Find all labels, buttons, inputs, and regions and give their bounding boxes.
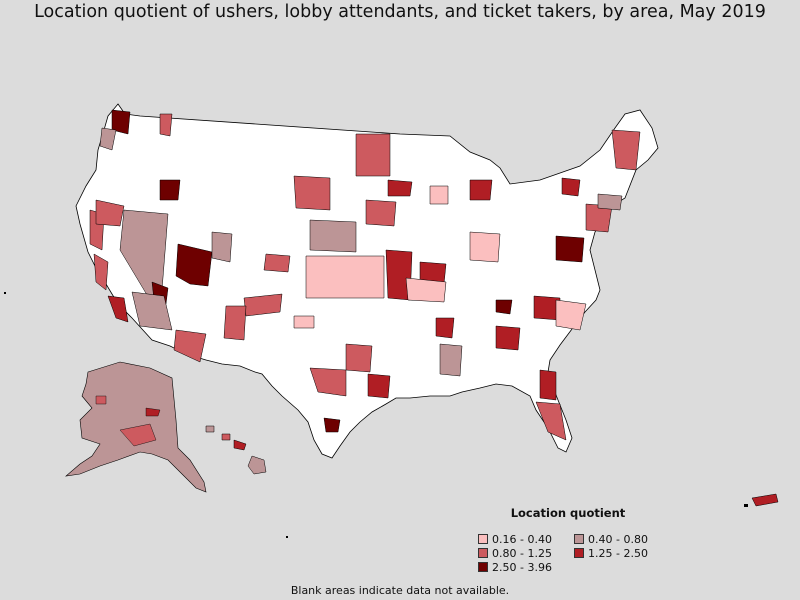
legend-item: 2.50 - 3.96 bbox=[478, 560, 552, 574]
area-region bbox=[495, 325, 521, 351]
legend-swatch bbox=[478, 548, 488, 558]
area-region bbox=[597, 193, 623, 211]
legend-label: 1.25 - 2.50 bbox=[588, 546, 648, 560]
area-region bbox=[131, 291, 173, 331]
legend-label: 2.50 - 3.96 bbox=[492, 560, 552, 574]
legend: Location quotient 0.16 - 0.40 0.40 - 0.8… bbox=[468, 506, 668, 576]
area-region bbox=[323, 417, 341, 433]
area-region bbox=[429, 185, 449, 205]
area-region bbox=[173, 329, 207, 363]
hawaii bbox=[205, 425, 267, 475]
legend-swatch bbox=[574, 548, 584, 558]
area-region bbox=[293, 315, 315, 329]
alaska-region bbox=[95, 395, 107, 405]
legend-item: 1.25 - 2.50 bbox=[574, 546, 648, 560]
area-region bbox=[405, 277, 447, 303]
area-region bbox=[561, 177, 581, 197]
area-region bbox=[175, 243, 213, 287]
area-region bbox=[107, 295, 129, 323]
area-region bbox=[293, 175, 331, 211]
area-region bbox=[223, 305, 247, 341]
legend-swatch bbox=[574, 534, 584, 544]
legend-item: 0.16 - 0.40 bbox=[478, 532, 552, 546]
legend-swatch bbox=[478, 562, 488, 572]
area-region bbox=[611, 129, 641, 171]
hawaii-island bbox=[247, 455, 267, 475]
hawaii-island bbox=[221, 433, 231, 441]
legend-label: 0.80 - 1.25 bbox=[492, 546, 552, 560]
puerto-rico bbox=[751, 493, 779, 507]
area-region bbox=[99, 127, 117, 151]
area-region bbox=[439, 343, 463, 377]
legend-label: 0.40 - 0.80 bbox=[588, 532, 648, 546]
area-region bbox=[355, 133, 391, 177]
legend-item: 0.40 - 0.80 bbox=[574, 532, 648, 546]
legend-item: 0.80 - 1.25 bbox=[478, 546, 552, 560]
area-region bbox=[435, 317, 455, 339]
footnote: Blank areas indicate data not available. bbox=[290, 584, 510, 597]
area-region bbox=[539, 369, 557, 401]
area-region bbox=[345, 343, 373, 373]
area-region bbox=[535, 401, 567, 441]
area-region bbox=[387, 179, 413, 197]
area-region bbox=[159, 113, 173, 137]
area-region bbox=[93, 253, 109, 291]
offshore-island bbox=[286, 536, 288, 538]
area-region bbox=[309, 367, 347, 397]
area-region bbox=[367, 373, 391, 399]
area-region bbox=[555, 235, 585, 263]
hawaii-island bbox=[205, 425, 215, 433]
legend-title: Location quotient bbox=[510, 506, 626, 520]
area-region bbox=[111, 109, 131, 135]
hawaii-island bbox=[233, 439, 247, 451]
area-region bbox=[211, 231, 233, 263]
area-region bbox=[495, 299, 513, 315]
map-title: Location quotient of ushers, lobby atten… bbox=[34, 2, 766, 22]
alaska-region bbox=[119, 423, 157, 447]
legend-swatch bbox=[478, 534, 488, 544]
area-region bbox=[365, 199, 397, 227]
area-region bbox=[555, 299, 587, 331]
area-region bbox=[95, 199, 125, 227]
area-fills bbox=[89, 109, 641, 441]
offshore-island bbox=[4, 292, 6, 294]
area-region bbox=[305, 255, 385, 299]
puerto-rico-islet bbox=[744, 504, 748, 507]
alaska-region bbox=[145, 407, 161, 417]
area-region bbox=[469, 179, 493, 201]
area-region bbox=[309, 219, 357, 253]
area-region bbox=[469, 231, 501, 263]
area-region bbox=[263, 253, 291, 273]
area-region bbox=[159, 179, 181, 201]
legend-label: 0.16 - 0.40 bbox=[492, 532, 552, 546]
